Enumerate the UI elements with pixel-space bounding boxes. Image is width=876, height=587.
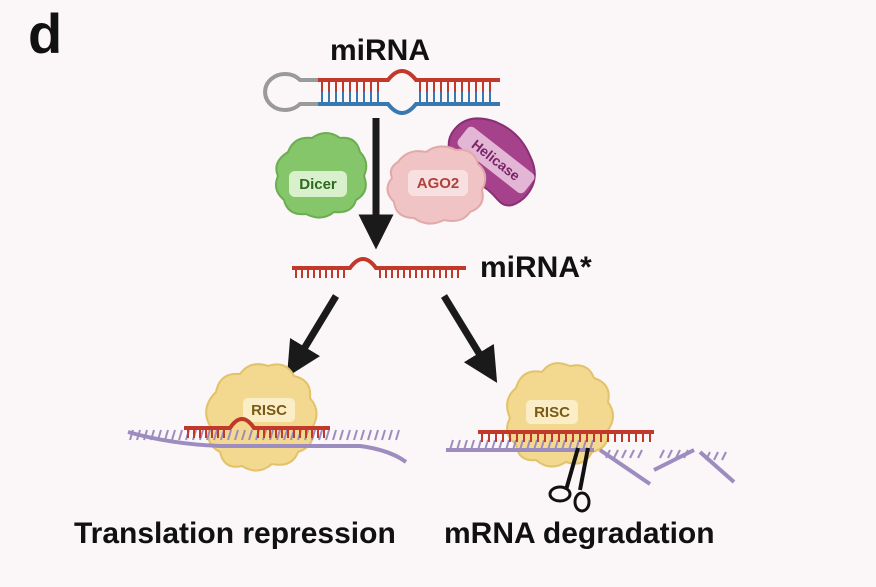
- basepair-tick: [589, 439, 594, 451]
- basepair-tick: [360, 429, 365, 441]
- basepair-tick: [449, 439, 454, 451]
- mrna-fragment-cut: [598, 448, 652, 486]
- risc-right-label: RISC: [534, 404, 570, 421]
- basepair-tick: [498, 439, 503, 451]
- basepair-tick: [129, 429, 134, 441]
- basepair-tick: [568, 439, 573, 451]
- dicer-protein: Dicer: [275, 132, 368, 219]
- basepair-tick: [332, 429, 337, 441]
- basepair-tick: [241, 429, 246, 441]
- basepair-tick: [248, 429, 253, 441]
- basepair-tick: [311, 429, 316, 441]
- basepair-tick: [613, 449, 619, 459]
- basepair-tick: [667, 449, 673, 459]
- hairpin-basepairs-left: [321, 82, 379, 102]
- basepair-tick: [456, 439, 461, 451]
- dicer-label: Dicer: [299, 176, 337, 193]
- basepair-tick: [346, 429, 351, 441]
- basepair-tick: [561, 439, 566, 451]
- basepair-tick: [178, 429, 183, 441]
- basepair-tick: [621, 449, 627, 459]
- basepair-tick: [395, 429, 400, 441]
- basepair-tick: [234, 429, 239, 441]
- mirna-label: miRNA: [330, 34, 431, 67]
- basepair-tick: [605, 449, 611, 459]
- basepair-tick: [582, 439, 587, 451]
- basepair-tick: [283, 429, 288, 441]
- risc-complex-left: RISC: [205, 363, 318, 472]
- outcome-translation-repression: Translation repression: [74, 517, 396, 550]
- basepair-tick: [339, 429, 344, 441]
- basepair-tick: [171, 429, 176, 441]
- basepair-tick: [629, 449, 635, 459]
- basepair-tick: [318, 429, 323, 441]
- basepair-tick: [157, 429, 162, 441]
- basepair-tick: [199, 429, 204, 441]
- basepair-tick: [505, 439, 510, 451]
- mirna-star-label: miRNA*: [480, 251, 592, 284]
- basepair-tick: [164, 429, 169, 441]
- hairpin-loop: [263, 72, 318, 112]
- scissors-icon: [548, 447, 591, 513]
- basepair-tick: [367, 429, 372, 441]
- panel-letter: d: [28, 2, 63, 65]
- basepair-tick: [554, 439, 559, 451]
- basepair-tick: [381, 429, 386, 441]
- basepair-tick: [463, 439, 468, 451]
- basepair-tick: [659, 449, 665, 459]
- basepair-tick: [637, 449, 643, 459]
- basepair-tick: [547, 439, 552, 451]
- ago2-protein: AGO2: [386, 145, 487, 225]
- hairpin-basepairs-right: [419, 82, 491, 102]
- basepair-tick: [519, 439, 524, 451]
- basepair-tick: [143, 429, 148, 441]
- arrow-to-translation-repression: [286, 294, 339, 377]
- basepair-tick: [470, 439, 475, 451]
- mrna-right: [446, 439, 736, 486]
- basepair-tick: [276, 429, 281, 441]
- basepair-tick: [713, 451, 719, 461]
- basepair-tick: [512, 439, 517, 451]
- basepair-tick: [675, 449, 681, 459]
- basepair-tick: [683, 449, 689, 459]
- basepair-tick: [269, 429, 274, 441]
- basepair-tick: [491, 439, 496, 451]
- outcome-mrna-degradation: mRNA degradation: [444, 517, 715, 550]
- mature-mirna-strand: [292, 257, 466, 278]
- basepair-tick: [705, 451, 711, 461]
- basepair-tick: [484, 439, 489, 451]
- ago2-label: AGO2: [417, 175, 460, 192]
- mirna-strand-top: [318, 69, 500, 82]
- basepair-tick: [206, 429, 211, 441]
- basepair-tick: [353, 429, 358, 441]
- basepair-tick: [540, 439, 545, 451]
- basepair-tick: [388, 429, 393, 441]
- bound-mirna-left: [184, 417, 330, 438]
- risc-left-label: RISC: [251, 402, 287, 419]
- mrna-fragment-2: [698, 450, 736, 484]
- arrow-to-mrna-degradation: [441, 294, 498, 383]
- basepair-tick: [136, 429, 141, 441]
- mrna-fragment-1: [653, 448, 695, 472]
- pre-mirna-hairpin: [263, 69, 500, 115]
- bound-mirna-right: [478, 430, 654, 442]
- basepair-tick: [533, 439, 538, 451]
- passenger-strand-bottom: [318, 102, 500, 115]
- basepair-tick: [721, 451, 727, 461]
- basepair-tick: [213, 429, 218, 441]
- basepair-tick: [227, 429, 232, 441]
- basepair-tick: [477, 439, 482, 451]
- basepair-tick: [150, 429, 155, 441]
- basepair-tick: [325, 429, 330, 441]
- basepair-tick: [374, 429, 379, 441]
- basepair-tick: [526, 439, 531, 451]
